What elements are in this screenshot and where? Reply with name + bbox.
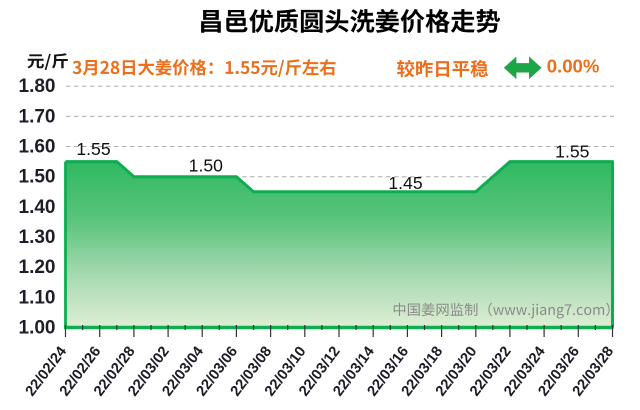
svg-text:1.10: 1.10 — [19, 287, 56, 308]
svg-text:1.45: 1.45 — [388, 173, 422, 193]
svg-text:1.55: 1.55 — [555, 141, 589, 161]
svg-text:1.40: 1.40 — [19, 197, 56, 218]
svg-text:0.00%: 0.00% — [547, 56, 600, 77]
svg-text:1.55: 1.55 — [76, 139, 110, 159]
svg-text:1.50: 1.50 — [189, 156, 223, 176]
svg-text:1.50: 1.50 — [19, 167, 56, 188]
svg-text:1.30: 1.30 — [19, 227, 56, 248]
svg-text:1.20: 1.20 — [19, 257, 56, 278]
svg-text:1.80: 1.80 — [19, 76, 56, 97]
svg-text:1.70: 1.70 — [19, 106, 56, 127]
svg-text:1.60: 1.60 — [19, 137, 56, 158]
svg-text:1.00: 1.00 — [19, 318, 56, 339]
